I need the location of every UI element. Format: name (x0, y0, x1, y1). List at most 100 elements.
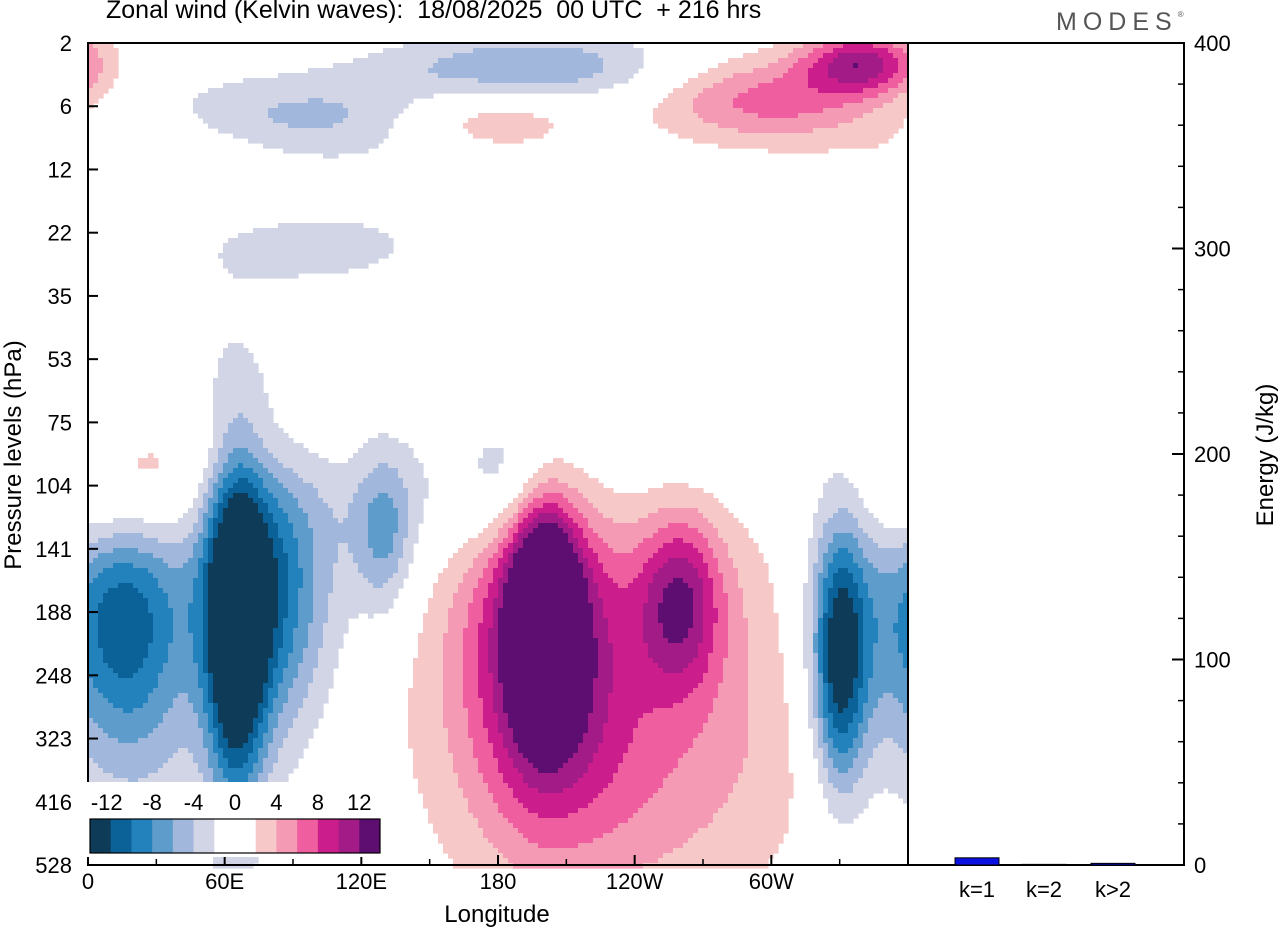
heatmap-cell (298, 138, 304, 144)
heatmap-cell (213, 438, 219, 444)
heatmap-cell (853, 58, 859, 64)
heatmap-cell (288, 88, 294, 94)
heatmap-cell (753, 58, 759, 64)
heatmap-cell (263, 438, 269, 444)
heatmap-cell (403, 98, 409, 104)
heatmap-cell (208, 473, 214, 479)
heatmap-cell (298, 553, 304, 559)
heatmap-cell (408, 543, 414, 549)
heatmap-cell (398, 518, 404, 524)
heatmap-cell (588, 523, 594, 529)
heatmap-cell (203, 518, 209, 524)
heatmap-cell (848, 78, 854, 84)
heatmap-cell (213, 488, 219, 494)
heatmap-cell (698, 558, 704, 564)
heatmap-cell (268, 263, 274, 269)
heatmap-cell (253, 253, 259, 259)
heatmap-cell (823, 138, 829, 144)
heatmap-cell (608, 503, 614, 509)
heatmap-cell (233, 553, 239, 559)
heatmap-cell (763, 53, 769, 59)
heatmap-cell (838, 43, 844, 49)
heatmap-cell (228, 413, 234, 419)
heatmap-cell (358, 263, 364, 269)
heatmap-cell (403, 93, 409, 99)
heatmap-cell (283, 558, 289, 564)
heatmap-cell (783, 123, 789, 129)
heatmap-cell (258, 463, 264, 469)
heatmap-cell (553, 508, 559, 514)
heatmap-cell (93, 538, 99, 544)
heatmap-cell (243, 368, 249, 374)
heatmap-cell (593, 83, 599, 89)
heatmap-cell (458, 73, 464, 79)
heatmap-cell (353, 508, 359, 514)
heatmap-cell (513, 503, 519, 509)
heatmap-cell (338, 538, 344, 544)
heatmap-cell (383, 503, 389, 509)
heatmap-cell (363, 458, 369, 464)
heatmap-cell (633, 553, 639, 559)
heatmap-cell (788, 88, 794, 94)
heatmap-cell (253, 428, 259, 434)
heatmap-cell (453, 78, 459, 84)
heatmap-cell (668, 483, 674, 489)
heatmap-cell (533, 503, 539, 509)
heatmap-cell (493, 553, 499, 559)
heatmap-cell (278, 138, 284, 144)
heatmap-cell (648, 523, 654, 529)
heatmap-cell (788, 133, 794, 139)
heatmap-cell (233, 103, 239, 109)
heatmap-cell (808, 118, 814, 124)
heatmap-cell (563, 53, 569, 59)
heatmap-cell (638, 558, 644, 564)
heatmap-cell (388, 78, 394, 84)
heatmap-cell (213, 453, 219, 459)
heatmap-cell (373, 238, 379, 244)
heatmap-cell (513, 68, 519, 74)
heatmap-cell (753, 128, 759, 134)
heatmap-cell (288, 148, 294, 154)
heatmap-cell (548, 468, 554, 474)
heatmap-cell (168, 543, 174, 549)
heatmap-cell (703, 108, 709, 114)
heatmap-cell (278, 118, 284, 124)
heatmap-cell (773, 148, 779, 154)
heatmap-cell (233, 413, 239, 419)
heatmap-cell (258, 558, 264, 564)
heatmap-cell (708, 528, 714, 534)
heatmap-cell (183, 558, 189, 564)
heatmap-cell (623, 63, 629, 69)
heatmap-cell (223, 373, 229, 379)
heatmap-cell (333, 463, 339, 469)
heatmap-cell (328, 88, 334, 94)
heatmap-cell (423, 43, 429, 49)
heatmap-cell (608, 498, 614, 504)
heatmap-cell (698, 118, 704, 124)
heatmap-cell (258, 263, 264, 269)
heatmap-cell (323, 133, 329, 139)
heatmap-cell (863, 143, 869, 149)
heatmap-cell (158, 523, 164, 529)
heatmap-cell (318, 458, 324, 464)
heatmap-cell (433, 83, 439, 89)
heatmap-cell (773, 68, 779, 74)
heatmap-cell (743, 548, 749, 554)
heatmap-cell (133, 523, 139, 529)
heatmap-cell (368, 128, 374, 134)
heatmap-cell (708, 128, 714, 134)
heatmap-cell (578, 83, 584, 89)
heatmap-cell (783, 73, 789, 79)
heatmap-cell (233, 378, 239, 384)
heatmap-cell (303, 498, 309, 504)
modes-logo: MODES® (1056, 8, 1184, 37)
heatmap-cell (633, 498, 639, 504)
heatmap-cell (478, 563, 484, 569)
heatmap-cell (323, 533, 329, 539)
heatmap-cell (238, 133, 244, 139)
heatmap-cell (508, 83, 514, 89)
heatmap-cell (613, 543, 619, 549)
heatmap-cell (353, 78, 359, 84)
heatmap-cell (318, 73, 324, 79)
heatmap-cell (433, 58, 439, 64)
